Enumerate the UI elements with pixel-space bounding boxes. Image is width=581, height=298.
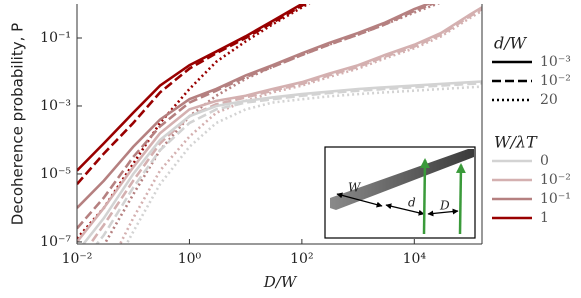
series-line: [81, 80, 482, 244]
particle-path: [455, 163, 466, 235]
x-tick-label: 10⁰: [178, 251, 202, 267]
legend-title: W/λT: [494, 133, 538, 152]
legend-label: 10⁻²: [540, 172, 571, 188]
series-line: [95, 81, 482, 244]
series-line: [125, 85, 482, 244]
dd-arrow: [427, 208, 459, 217]
x-tick-label: 10²: [290, 251, 313, 267]
series-line: [118, 9, 482, 244]
series-line: [77, 4, 311, 240]
series-line: [77, 6, 482, 243]
legend-label: 1: [540, 210, 549, 226]
y-axis-label: Decoherence probability, P: [9, 23, 27, 225]
legend-label: 20: [540, 92, 558, 108]
series-line: [88, 7, 482, 244]
inset-label: D: [439, 199, 450, 213]
series-line: [77, 4, 305, 172]
plot-area: [77, 4, 482, 244]
legend-title: d/W: [494, 34, 528, 53]
y-tick-label: 10⁻³: [40, 98, 71, 114]
inset-label: d: [408, 196, 416, 210]
legend-label: 10⁻²: [540, 73, 571, 89]
series-line: [77, 4, 436, 230]
y-tick-label: 10⁻⁷: [40, 234, 71, 250]
series-line: [77, 4, 308, 186]
x-tick-label: 10⁴: [403, 251, 427, 267]
y-tick-label: 10⁻¹: [40, 30, 71, 46]
d-arrow: [385, 203, 425, 216]
x-axis-label: D/W: [263, 273, 298, 291]
inset-label: W: [348, 181, 362, 195]
x-tick-label: 10⁻²: [62, 251, 93, 267]
particle-path: [419, 158, 430, 235]
legend-label: 10⁻¹: [540, 191, 571, 207]
series-line: [77, 4, 432, 209]
w-arrow: [336, 192, 383, 208]
y-tick-label: 10⁻⁵: [40, 166, 71, 182]
legend-label: 0: [540, 153, 549, 169]
inset: W d D: [324, 146, 476, 239]
legend-label: 10⁻³: [540, 54, 571, 70]
